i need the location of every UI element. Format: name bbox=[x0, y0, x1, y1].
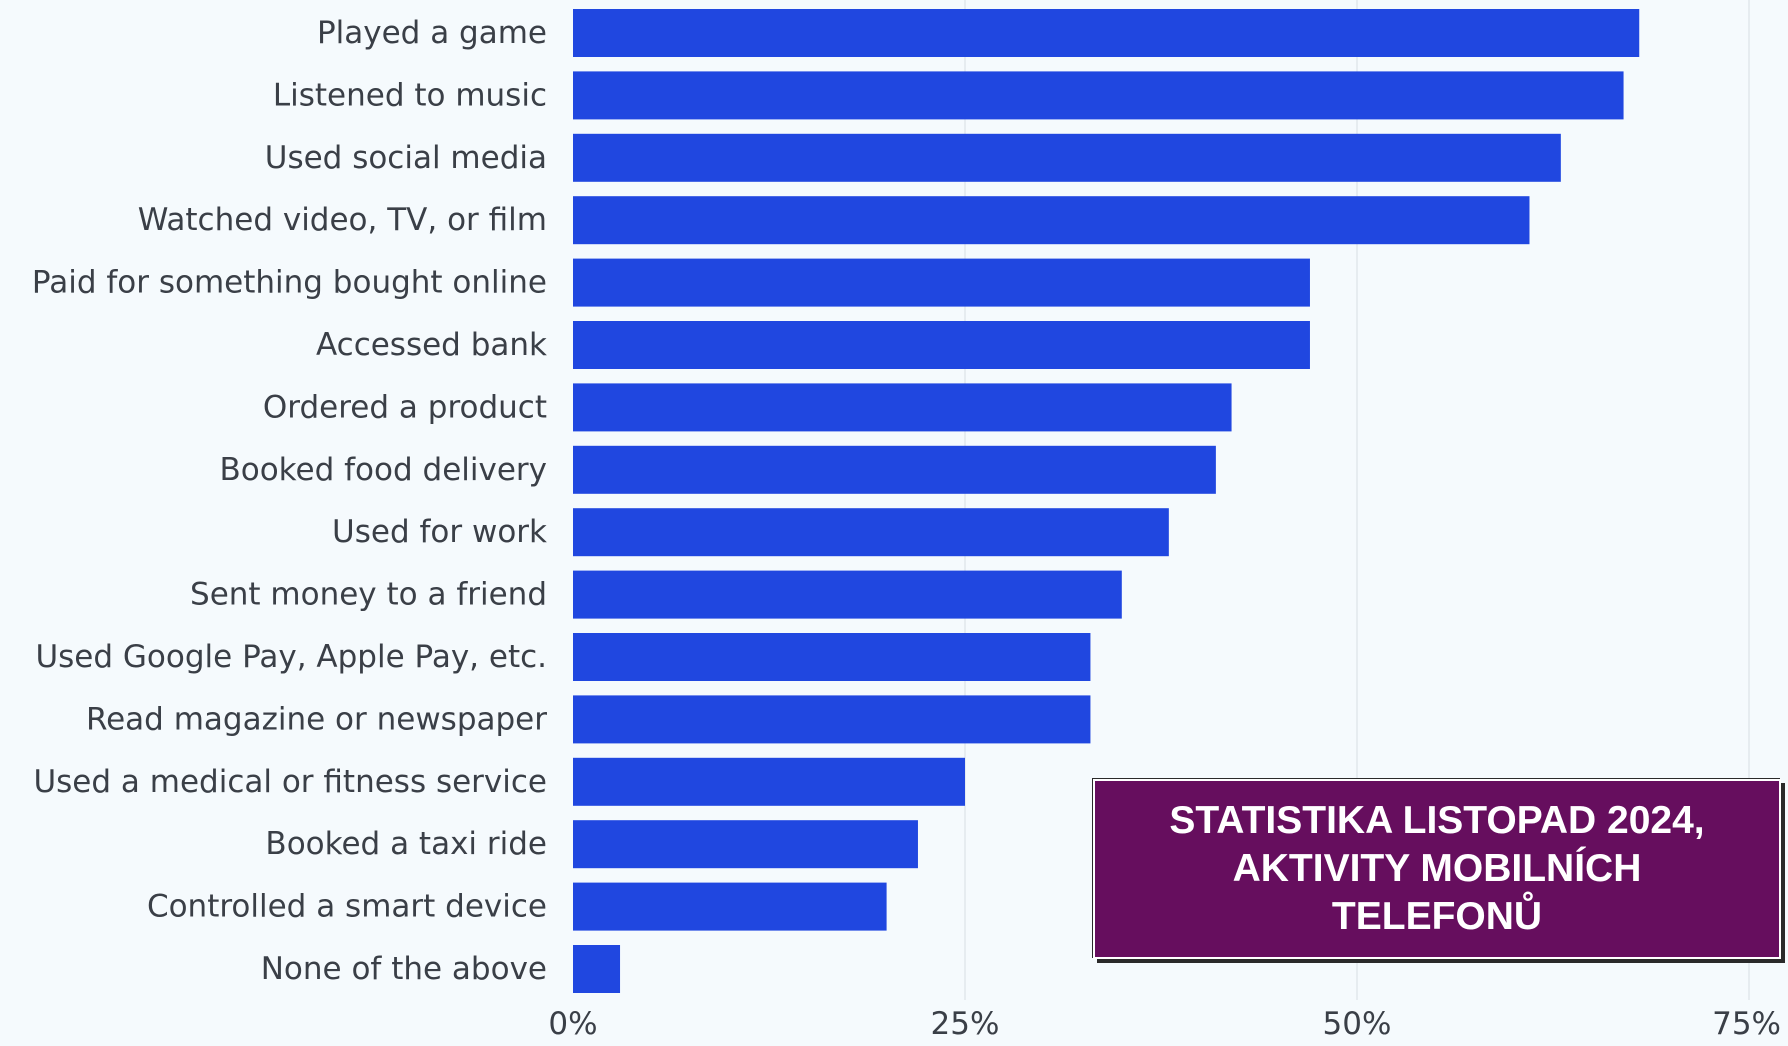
x-tick-label-75: 75% bbox=[1712, 1006, 1781, 1042]
bar-watched-video-tv-or-film bbox=[573, 196, 1530, 245]
chart-title: STATISTIKA LISTOPAD 2024, AKTIVITY MOBIL… bbox=[1169, 799, 1705, 938]
bar-read-magazine-or-newspaper bbox=[573, 695, 1091, 744]
category-label-used-social-media: Used social media bbox=[265, 140, 547, 176]
bar-ordered-a-product bbox=[573, 383, 1232, 432]
bar-accessed-bank bbox=[573, 321, 1310, 369]
category-labels: Played a game Listened to music Used socia… bbox=[32, 15, 547, 987]
bar-controlled-a-smart-device bbox=[573, 882, 887, 931]
bar-used-a-medical-or-fitness-service bbox=[573, 757, 965, 806]
category-label-used-for-work: Used for work bbox=[332, 514, 547, 550]
category-label-read-magazine-or-newspaper: Read magazine or newspaper bbox=[86, 701, 547, 737]
category-label-controlled-a-smart-device: Controlled a smart device bbox=[147, 889, 547, 925]
category-label-none-of-the-above: None of the above bbox=[261, 951, 547, 987]
x-tick-label-50: 50% bbox=[1323, 1006, 1392, 1042]
category-label-listened-to-music: Listened to music bbox=[273, 77, 547, 113]
x-axis-ticks: 0% 25% 50% 75% bbox=[548, 1006, 1781, 1042]
category-label-paid-for-something-bought-online: Paid for something bought online bbox=[32, 265, 547, 301]
category-label-accessed-bank: Accessed bank bbox=[316, 327, 547, 363]
category-label-ordered-a-product: Ordered a product bbox=[263, 389, 547, 425]
bar-listened-to-music bbox=[573, 71, 1624, 120]
bar-booked-a-taxi-ride bbox=[573, 820, 918, 869]
bar-used-google-pay-apple-pay-etc bbox=[573, 633, 1091, 681]
bar-sent-money-to-a-friend bbox=[573, 570, 1122, 619]
category-label-watched-video-tv-or-film: Watched video, TV, or film bbox=[138, 202, 547, 238]
x-tick-label-0: 0% bbox=[548, 1006, 597, 1042]
category-label-sent-money-to-a-friend: Sent money to a friend bbox=[190, 577, 547, 613]
bar-used-social-media bbox=[573, 133, 1561, 182]
bar-booked-food-delivery bbox=[573, 445, 1216, 494]
category-label-used-a-medical-or-fitness-service: Used a medical or fitness service bbox=[33, 764, 547, 800]
bar-used-for-work bbox=[573, 508, 1169, 557]
category-label-played-a-game: Played a game bbox=[317, 15, 547, 51]
bar-played-a-game bbox=[573, 9, 1640, 57]
bar-none-of-the-above bbox=[573, 945, 621, 993]
chart-title-box: STATISTIKA LISTOPAD 2024, AKTIVITY MOBIL… bbox=[1093, 779, 1781, 959]
bar-paid-for-something-bought-online bbox=[573, 258, 1310, 307]
x-tick-label-25: 25% bbox=[931, 1006, 1000, 1042]
bars bbox=[573, 9, 1640, 993]
category-label-booked-food-delivery: Booked food delivery bbox=[219, 452, 547, 488]
category-label-booked-a-taxi-ride: Booked a taxi ride bbox=[265, 826, 547, 862]
category-label-used-google-pay-apple-pay-etc: Used Google Pay, Apple Pay, etc. bbox=[35, 639, 547, 675]
